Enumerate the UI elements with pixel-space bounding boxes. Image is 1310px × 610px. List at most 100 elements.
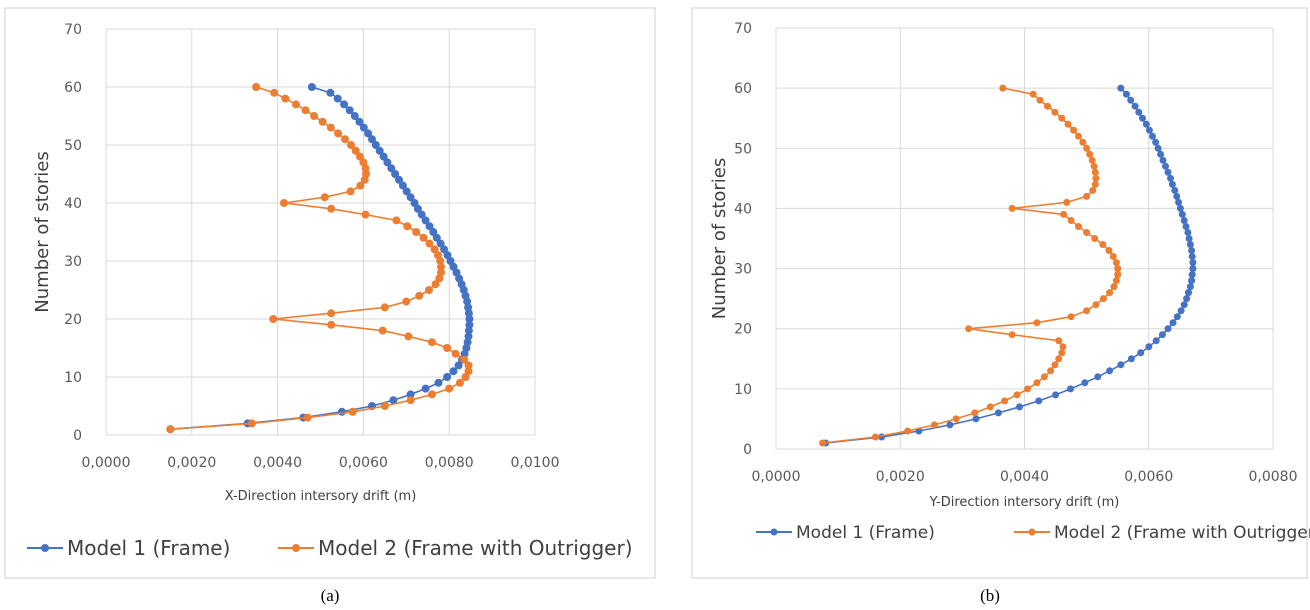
data-point	[410, 199, 419, 207]
data-point	[1105, 247, 1113, 254]
data-point	[333, 94, 342, 103]
data-point	[1008, 204, 1016, 212]
data-point	[1110, 283, 1118, 291]
data-point	[348, 407, 357, 416]
data-point	[443, 373, 452, 381]
data-point	[1092, 301, 1100, 309]
data-point	[465, 315, 474, 323]
figure-caption: (a)	[321, 586, 340, 605]
data-point	[1112, 259, 1120, 267]
data-point	[1167, 174, 1174, 182]
data-point	[364, 129, 373, 138]
data-point	[429, 228, 438, 236]
data-point	[437, 268, 445, 277]
data-point	[871, 433, 879, 441]
data-point	[1033, 319, 1041, 327]
data-point	[351, 146, 360, 155]
x-tick-label: 0,0000	[82, 455, 131, 471]
data-point	[1092, 174, 1100, 182]
data-point	[1169, 319, 1177, 327]
x-tick-label: 0,0040	[253, 455, 302, 471]
data-point	[421, 216, 430, 225]
data-point	[1059, 343, 1067, 351]
data-point	[436, 239, 445, 248]
data-point	[1114, 271, 1122, 279]
data-point	[1075, 223, 1082, 230]
data-point	[326, 88, 335, 97]
data-point	[1184, 229, 1192, 236]
data-point	[1035, 397, 1043, 405]
data-point	[406, 193, 415, 202]
data-point	[1186, 241, 1194, 248]
data-point	[421, 384, 430, 393]
data-point	[402, 297, 411, 306]
data-point	[965, 325, 973, 333]
data-point	[326, 123, 335, 132]
data-point	[1047, 367, 1055, 375]
chart-panel-a: 0 10 20 30 40 50 60 70 0,0000 0,0020 0,0040 0,0060 0…	[4, 7, 656, 605]
data-point	[1024, 385, 1032, 393]
data-point	[1145, 126, 1153, 134]
data-point	[1145, 343, 1153, 351]
y-tick-label: 40	[64, 196, 82, 212]
data-point	[1083, 144, 1091, 152]
data-point	[356, 181, 365, 190]
y-tick-label: 50	[64, 138, 82, 154]
data-point	[428, 338, 436, 347]
data-point	[1051, 108, 1059, 116]
data-point	[375, 146, 384, 155]
y-tick-label: 20	[64, 312, 82, 328]
x-tick-label: 0,0080	[1249, 469, 1298, 485]
data-point	[1044, 102, 1051, 110]
data-point	[340, 100, 349, 109]
data-point	[904, 427, 912, 435]
data-point	[1052, 391, 1060, 399]
data-point	[465, 320, 474, 329]
data-point	[1036, 96, 1044, 104]
data-point	[1091, 235, 1099, 242]
data-point	[1033, 379, 1041, 387]
data-point	[355, 117, 364, 126]
data-point	[1152, 337, 1160, 345]
data-point	[464, 361, 473, 370]
data-point	[1186, 283, 1194, 291]
x-tick-label: 0,0060	[1124, 469, 1173, 485]
data-point	[327, 309, 336, 318]
x-tick-label: 0,0040	[1000, 469, 1049, 485]
data-point	[1086, 150, 1094, 158]
data-point	[380, 303, 389, 312]
data-point	[1188, 247, 1196, 254]
data-point	[1182, 223, 1190, 230]
data-point	[415, 291, 424, 300]
data-point	[464, 332, 473, 341]
data-point	[406, 396, 415, 405]
data-point	[1162, 162, 1169, 170]
data-point	[1164, 168, 1172, 176]
y-tick-label: 20	[734, 322, 752, 338]
y-tick-label: 50	[734, 141, 752, 157]
data-point	[425, 286, 433, 294]
data-point	[1051, 361, 1059, 369]
data-point	[1188, 277, 1196, 285]
data-point	[464, 367, 473, 376]
data-point	[1117, 84, 1125, 92]
data-point	[1183, 295, 1191, 303]
legend-marker	[41, 544, 49, 552]
data-point	[1114, 265, 1122, 273]
data-point	[819, 439, 827, 447]
data-point	[971, 409, 979, 417]
series-line	[170, 86, 471, 430]
legend: Model 1 (Frame) Model 2 (Frame with Outri…	[756, 523, 1310, 543]
data-point	[1188, 253, 1196, 260]
data-point	[247, 419, 256, 428]
data-point	[1067, 385, 1074, 393]
x-axis-title: X-Direction intersory drift (m)	[225, 489, 417, 504]
x-tick-label: 0,0060	[339, 455, 388, 471]
data-point	[1180, 301, 1188, 309]
data-point	[434, 378, 443, 387]
data-point	[455, 378, 464, 387]
chart-frame	[691, 7, 1308, 579]
data-point	[361, 210, 370, 219]
data-point	[292, 100, 300, 109]
data-point	[345, 106, 354, 115]
